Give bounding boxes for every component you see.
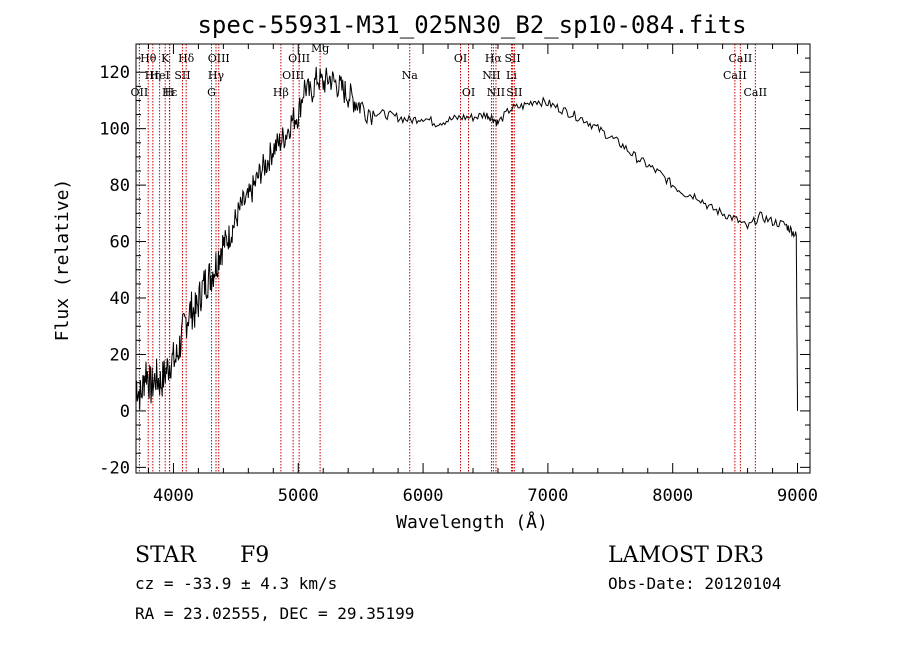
y-axis-ticks: -20 0 20 40 60 80 100 120 bbox=[99, 57, 810, 478]
marker-label-2: Hη bbox=[145, 69, 161, 82]
marker-label-24: SII bbox=[506, 86, 522, 99]
x-tick-label-9000: 9000 bbox=[777, 486, 818, 506]
redshift-label: cz = -33.9 ± 4.3 km/s bbox=[135, 574, 337, 593]
marker-label-23: Li bbox=[506, 69, 517, 82]
x-tick-label-7000: 7000 bbox=[527, 486, 568, 506]
y-tick-label--20: -20 bbox=[99, 458, 130, 478]
chart-title: spec-55931-M31_025N30_B2_sp10-084.fits bbox=[197, 11, 746, 39]
marker-label-15: Mg bbox=[311, 42, 329, 55]
y-tick-label-0: 0 bbox=[120, 402, 130, 422]
marker-label-3: K bbox=[161, 52, 170, 65]
y-axis-label: Flux (relative) bbox=[52, 179, 73, 342]
marker-label-11: G bbox=[207, 86, 216, 99]
spectral-line-markers: HθOIIHηKHeIHεHδSIIHOIIIHγGOIIIOIIIHβMgNa… bbox=[131, 42, 767, 473]
marker-label-21: NII bbox=[487, 86, 505, 99]
y-tick-label-80: 80 bbox=[110, 176, 130, 196]
marker-label-27: CaII bbox=[743, 86, 767, 99]
marker-label-19: Hα bbox=[485, 52, 503, 65]
y-tick-label-40: 40 bbox=[110, 289, 130, 309]
y-tick-label-60: 60 bbox=[110, 233, 130, 253]
y-tick-label-120: 120 bbox=[99, 63, 130, 83]
marker-label-9: OIII bbox=[208, 52, 230, 65]
obs-date-label: Obs-Date: 20120104 bbox=[608, 574, 781, 593]
marker-label-1: OII bbox=[131, 86, 149, 99]
marker-label-0: Hθ bbox=[140, 52, 157, 65]
marker-label-25: CaII bbox=[729, 52, 753, 65]
class-label: STAR bbox=[135, 543, 197, 568]
marker-label-10: Hγ bbox=[208, 69, 225, 82]
x-tick-label-5000: 5000 bbox=[278, 486, 319, 506]
survey-label: LAMOST DR3 bbox=[608, 543, 764, 568]
y-tick-label-100: 100 bbox=[99, 120, 130, 140]
marker-label-14: Hβ bbox=[273, 86, 289, 99]
marker-label-17: OI bbox=[454, 52, 467, 65]
marker-label-13: OIII bbox=[282, 69, 304, 82]
marker-label-4: HeI bbox=[149, 69, 169, 82]
marker-label-16: Na bbox=[402, 69, 419, 82]
x-tick-label-6000: 6000 bbox=[403, 486, 444, 506]
marker-label-26: CaII bbox=[723, 69, 747, 82]
marker-label-12: OIII bbox=[288, 52, 310, 65]
flux-series-line bbox=[135, 66, 798, 411]
x-axis-ticks: 4000 5000 6000 7000 8000 9000 bbox=[147, 44, 818, 506]
x-tick-label-8000: 8000 bbox=[652, 486, 693, 506]
marker-label-22: SII bbox=[504, 52, 520, 65]
x-axis-label: Wavelength (Å) bbox=[396, 511, 548, 533]
marker-label-7: SII bbox=[174, 69, 190, 82]
x-tick-label-4000: 4000 bbox=[153, 486, 194, 506]
marker-label-20: NII bbox=[482, 69, 500, 82]
y-tick-label-20: 20 bbox=[110, 345, 130, 365]
plot-frame bbox=[135, 43, 811, 474]
marker-label-18: OI bbox=[462, 86, 475, 99]
coordinates-label: RA = 23.02555, DEC = 29.35199 bbox=[135, 604, 414, 623]
marker-label-6: Hδ bbox=[178, 52, 195, 65]
subclass-label: F9 bbox=[240, 543, 269, 568]
marker-label-8: H bbox=[165, 86, 175, 99]
